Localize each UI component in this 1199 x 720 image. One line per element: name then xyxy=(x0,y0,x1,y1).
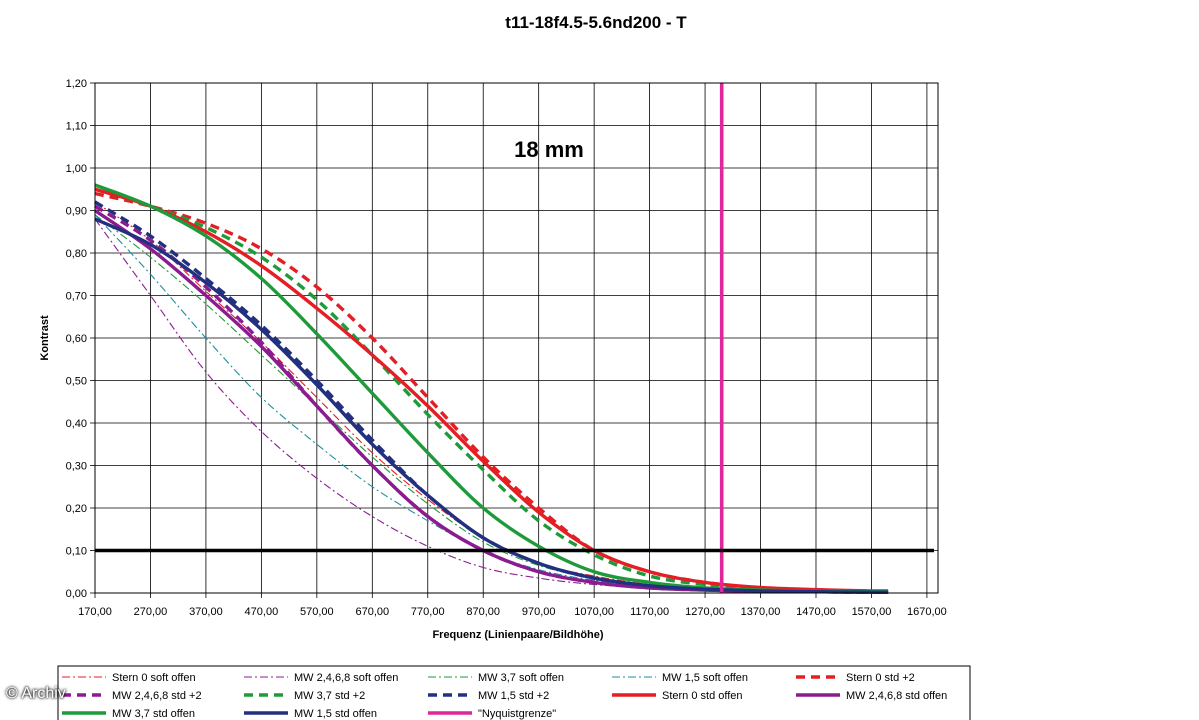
series-line-stern-0-soft-offen xyxy=(94,201,889,593)
y-axis-label: Kontrast xyxy=(39,315,51,361)
legend-label: MW 2,4,6,8 std offen xyxy=(846,690,947,702)
legend-label: MW 3,7 std offen xyxy=(112,708,195,720)
reference-lines xyxy=(95,83,934,593)
legend-label: Stern 0 std offen xyxy=(662,690,743,702)
y-tick-label: 0,20 xyxy=(66,503,87,515)
x-tick-label: 970,00 xyxy=(522,606,556,618)
x-tick-label: 1670,00 xyxy=(907,606,947,618)
y-tick-label: 0,00 xyxy=(66,588,87,600)
x-tick-label: 770,00 xyxy=(411,606,445,618)
y-tick-label: 0,80 xyxy=(66,248,87,260)
series-line-stern-0-std-offen xyxy=(94,187,889,593)
series-line-mw-2-4-6-8-soft-offen xyxy=(94,218,889,593)
x-tick-label: 1570,00 xyxy=(852,606,892,618)
y-tick-label: 0,70 xyxy=(66,291,87,303)
y-tick-label: 1,00 xyxy=(66,163,87,175)
annotation-focal-length: 18 mm xyxy=(514,137,584,162)
series-line-mw-2-4-6-8-std-2 xyxy=(94,204,889,594)
x-tick-label: 170,00 xyxy=(78,606,112,618)
legend-label: MW 2,4,6,8 std +2 xyxy=(112,690,202,702)
y-tick-label: 0,40 xyxy=(66,418,87,430)
x-tick-label: 270,00 xyxy=(134,606,168,618)
y-tick-label: 0,90 xyxy=(66,206,87,218)
legend-label: MW 1,5 std offen xyxy=(294,708,377,720)
x-axis-label: Frequenz (Linienpaare/Bildhöhe) xyxy=(432,629,603,641)
y-tick-label: 0,30 xyxy=(66,461,87,473)
series-line-mw-3-7-soft-offen xyxy=(94,214,889,593)
x-tick-label: 1170,00 xyxy=(630,606,669,618)
copyright-watermark: © Archiv xyxy=(6,685,66,702)
legend-box xyxy=(57,665,971,720)
chart-title: t11-18f4.5-5.6nd200 - T xyxy=(505,13,687,32)
plot-area-border xyxy=(94,82,939,594)
x-tick-label: 1070,00 xyxy=(574,606,614,618)
series-line-mw-1-5-std-offen xyxy=(94,217,889,594)
y-tick-label: 0,10 xyxy=(66,546,87,558)
legend-label: MW 1,5 soft offen xyxy=(662,672,748,684)
series-line-mw-3-7-std-2 xyxy=(94,187,889,594)
x-tick-label: 670,00 xyxy=(355,606,389,618)
x-tick-label: 570,00 xyxy=(300,606,334,618)
x-tick-label: 1270,00 xyxy=(685,606,725,618)
legend-label: "Nyquistgrenze" xyxy=(478,708,556,720)
x-tick-label: 1370,00 xyxy=(741,606,781,618)
y-tick-label: 1,20 xyxy=(66,78,87,90)
y-tick-label: 0,50 xyxy=(66,376,87,388)
legend-label: MW 3,7 soft offen xyxy=(478,672,564,684)
legend-label: Stern 0 soft offen xyxy=(112,672,196,684)
legend-label: MW 3,7 std +2 xyxy=(294,690,365,702)
x-tick-label: 870,00 xyxy=(466,606,500,618)
x-tick-label: 470,00 xyxy=(245,606,279,618)
x-tick-label: 1470,00 xyxy=(796,606,836,618)
x-tick-labels: 170,00 270,00 370,00 470,00 570,00 670,00 770,… xyxy=(78,606,947,618)
x-tick-label: 370,00 xyxy=(189,606,223,618)
series-line-mw-3-7-std-offen xyxy=(94,183,889,594)
series-line-mw-1-5-soft-offen xyxy=(94,214,889,593)
y-tick-label: 0,60 xyxy=(66,333,87,345)
series-lines xyxy=(94,183,889,594)
series-line-mw-2-4-6-8-std-offen xyxy=(94,209,889,594)
series-line-mw-1-5-std-2 xyxy=(94,200,889,594)
legend: Stern 0 soft offen MW 2,4,6,8 soft offen M… xyxy=(62,672,947,720)
legend-label: Stern 0 std +2 xyxy=(846,672,915,684)
legend-label: MW 1,5 std +2 xyxy=(478,690,549,702)
y-tick-labels: 0,00 0,10 0,20 0,30 0,40 0,50 0,60 0,70 0,80 0,90… xyxy=(66,78,87,600)
legend-label: MW 2,4,6,8 soft offen xyxy=(294,672,398,684)
y-tick-label: 1,10 xyxy=(66,121,87,133)
